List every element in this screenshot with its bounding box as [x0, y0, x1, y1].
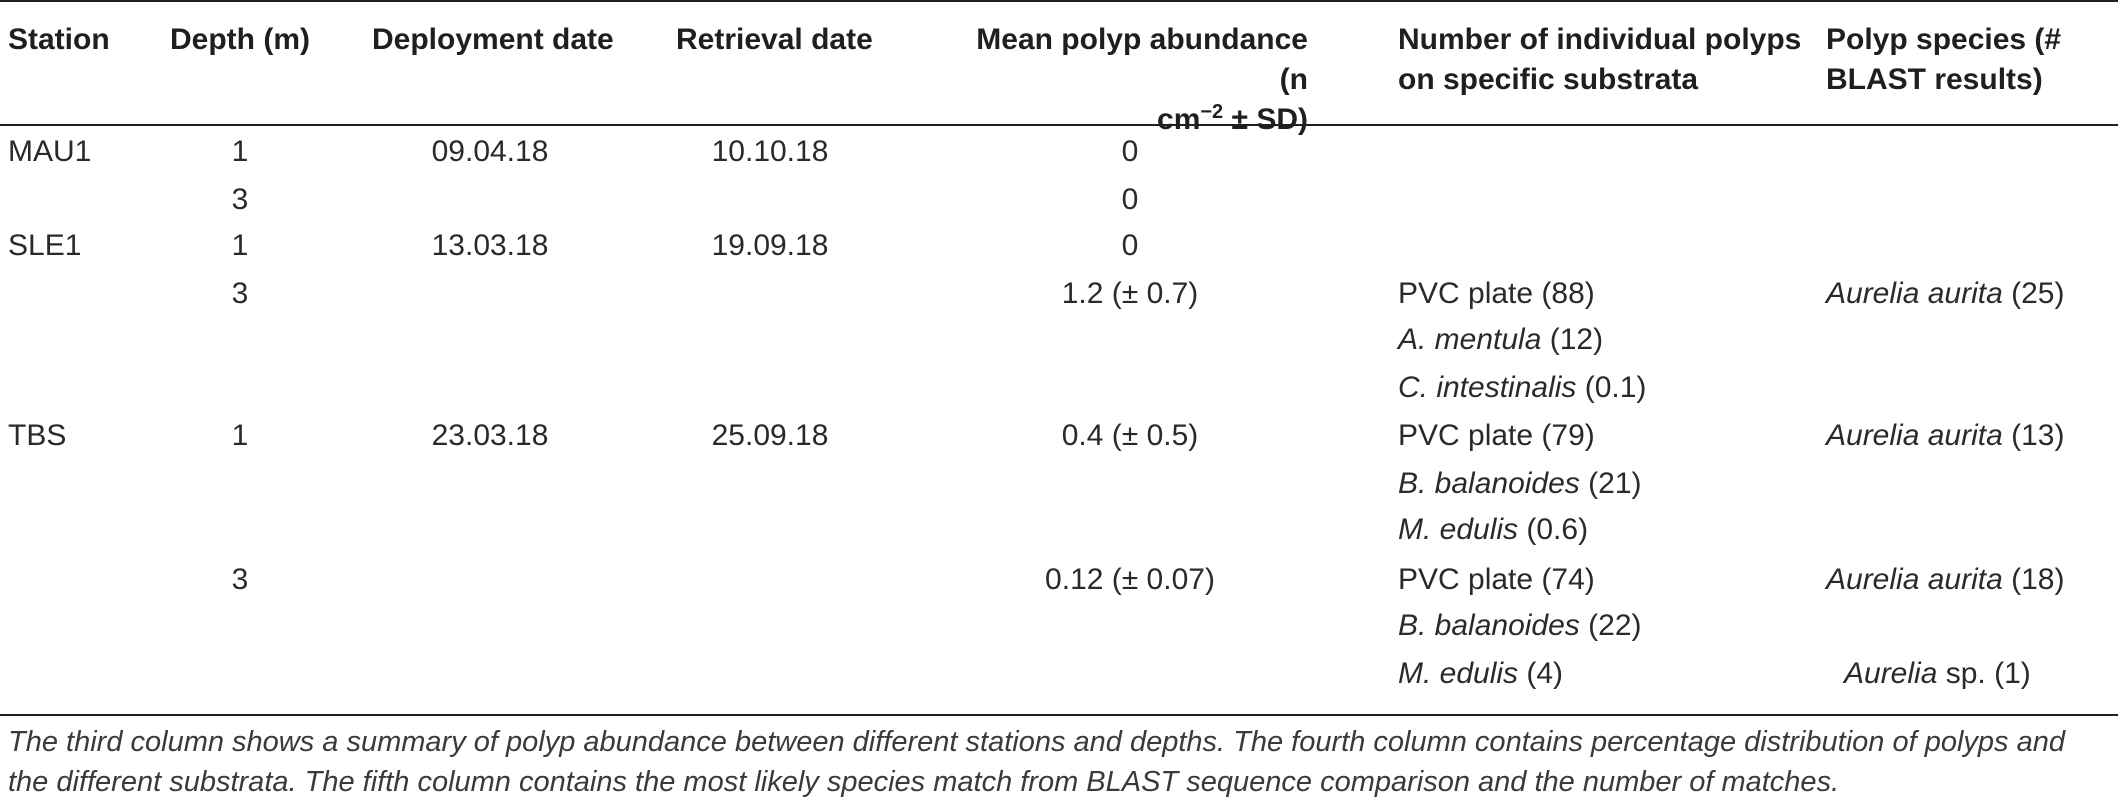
- cell-abundance: 0.12 (± 0.07): [1045, 563, 1215, 596]
- header-deployment: Deployment date: [372, 23, 614, 56]
- substrate-value: (0.6): [1518, 513, 1589, 546]
- species-name: Aurelia: [1844, 657, 1938, 690]
- header-abundance-line2: cm−2 ± SD): [948, 100, 1308, 140]
- substrate-value: (21): [1579, 467, 1642, 500]
- substrate-value: (4): [1518, 657, 1564, 690]
- species-name: Aurelia aurita: [1826, 419, 2003, 452]
- species-value: (25): [2002, 277, 2065, 310]
- cell-retrieval: 19.09.18: [711, 229, 829, 262]
- header-substrata: Number of individual polyps on specific …: [1398, 20, 1801, 100]
- substrate-value: (0.1): [1576, 371, 1647, 404]
- header-abundance-unit: cm: [1157, 103, 1201, 136]
- cell-abundance: 0: [1121, 135, 1139, 168]
- header-species-line1: Polyp species (#: [1826, 23, 2062, 56]
- substrate-name: PVC plate: [1398, 277, 1534, 310]
- cell-species: Aurelia aurita (25): [1826, 274, 2064, 314]
- header-substrata-line1: Number of individual polyps: [1398, 23, 1802, 56]
- header-station: Station: [8, 23, 110, 56]
- substrate-value: (88): [1533, 277, 1595, 310]
- cell-abundance: 0: [1121, 229, 1139, 262]
- cell-depth: 3: [231, 277, 249, 310]
- header-abundance: Mean polyp abundance (n cm−2 ± SD): [948, 20, 1308, 140]
- header-abundance-line1: Mean polyp abundance (n: [976, 23, 1308, 96]
- header-depth: Depth (m): [170, 23, 310, 56]
- species-value: sp. (1): [1937, 657, 2031, 690]
- substrate-value: (12): [1541, 323, 1604, 356]
- table-header-rule: [0, 124, 2118, 126]
- cell-depth: 3: [231, 563, 249, 596]
- table-bottom-rule: [0, 714, 2118, 716]
- species-name: Aurelia aurita: [1826, 563, 2003, 596]
- cell-species: Aurelia sp. (1): [1844, 654, 2031, 694]
- cell-deployment: 09.04.18: [431, 135, 549, 168]
- header-substrata-line2: on specific substrata: [1398, 63, 1699, 96]
- cell-station: TBS: [8, 419, 67, 452]
- cell-substrate: PVC plate (79): [1398, 416, 1595, 456]
- cell-substrate: M. edulis (0.6): [1398, 510, 1588, 550]
- species-name: Aurelia aurita: [1826, 277, 2003, 310]
- substrate-name: PVC plate: [1398, 563, 1534, 596]
- substrate-name: M. edulis: [1398, 657, 1519, 690]
- cell-depth: 1: [231, 419, 249, 452]
- cell-retrieval: 10.10.18: [711, 135, 829, 168]
- cell-substrate: C. intestinalis (0.1): [1398, 368, 1646, 408]
- header-species: Polyp species (# BLAST results): [1826, 20, 2061, 100]
- header-abundance-sd: ± SD): [1223, 103, 1308, 136]
- cell-substrate: PVC plate (88): [1398, 274, 1595, 314]
- species-value: (13): [2002, 419, 2065, 452]
- cell-depth: 1: [231, 135, 249, 168]
- species-value: (18): [2002, 563, 2065, 596]
- cell-deployment: 23.03.18: [431, 419, 549, 452]
- substrate-value: (22): [1579, 609, 1642, 642]
- cell-abundance: 1.2 (± 0.7): [1061, 277, 1199, 310]
- header-retrieval: Retrieval date: [676, 23, 873, 56]
- substrate-name: B. balanoides: [1398, 467, 1580, 500]
- cell-species: Aurelia aurita (18): [1826, 560, 2064, 600]
- table-top-rule: [0, 0, 2118, 2]
- cell-depth: 1: [231, 229, 249, 262]
- cell-substrate: B. balanoides (22): [1398, 606, 1642, 646]
- cell-substrate: M. edulis (4): [1398, 654, 1563, 694]
- cell-substrate: B. balanoides (21): [1398, 464, 1642, 504]
- substrate-name: PVC plate: [1398, 419, 1534, 452]
- cell-substrate: PVC plate (74): [1398, 560, 1595, 600]
- cell-abundance: 0: [1121, 183, 1139, 216]
- cell-deployment: 13.03.18: [431, 229, 549, 262]
- header-abundance-exponent: −2: [1200, 101, 1224, 123]
- substrate-name: B. balanoides: [1398, 609, 1580, 642]
- cell-depth: 3: [231, 183, 249, 216]
- cell-station: MAU1: [8, 135, 92, 168]
- substrate-name: C. intestinalis: [1398, 371, 1577, 404]
- table-caption: The third column shows a summary of poly…: [8, 726, 2065, 798]
- substrate-value: (79): [1533, 419, 1595, 452]
- cell-species: Aurelia aurita (13): [1826, 416, 2064, 456]
- cell-station: SLE1: [8, 229, 82, 262]
- cell-retrieval: 25.09.18: [711, 419, 829, 452]
- cell-abundance: 0.4 (± 0.5): [1061, 419, 1199, 452]
- cell-substrate: A. mentula (12): [1398, 320, 1603, 360]
- substrate-name: M. edulis: [1398, 513, 1519, 546]
- substrate-value: (74): [1533, 563, 1595, 596]
- header-species-line2: BLAST results): [1826, 63, 2043, 96]
- substrate-name: A. mentula: [1398, 323, 1542, 356]
